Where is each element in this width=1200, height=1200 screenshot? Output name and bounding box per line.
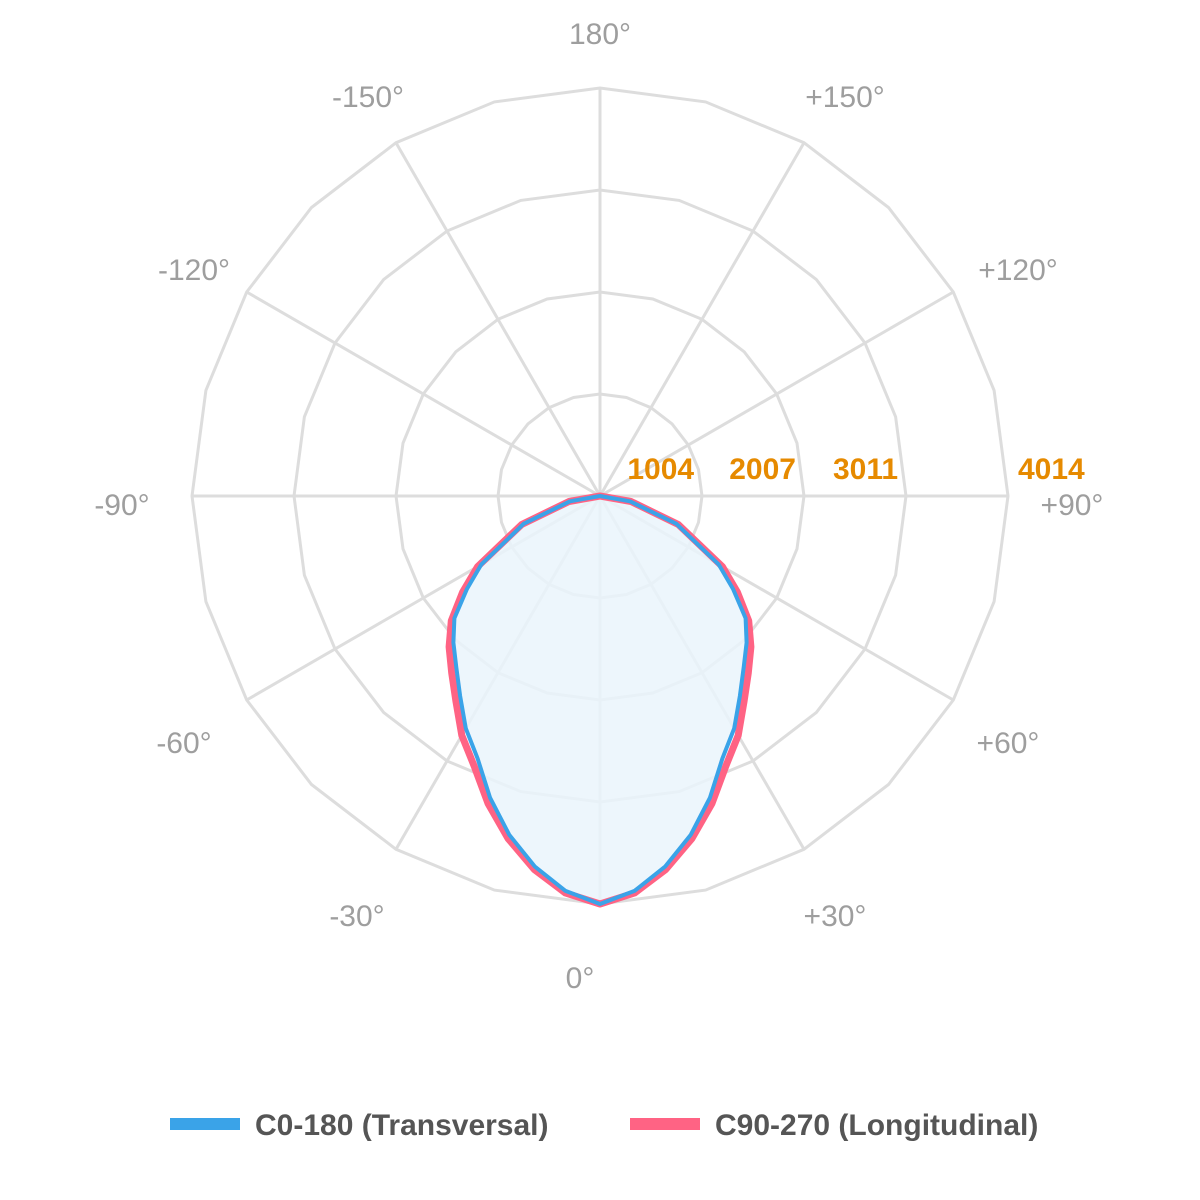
angle-label-150: +150°: [805, 81, 885, 114]
angle-label-120: +120°: [978, 254, 1058, 287]
series-line-c0: [451, 494, 749, 906]
legend-label-c0[interactable]: C0-180 (Transversal): [255, 1109, 549, 1142]
legend-label-c90[interactable]: C90-270 (Longitudinal): [715, 1109, 1038, 1142]
radial-tick-label-3: 3011: [833, 453, 898, 486]
angle-labels: 180° +150° +120° +90° +60° +30° 0° -30° -60° -90°…: [94, 18, 1103, 995]
legend[interactable]: C0-180 (Transversal) C90-270 (Longitudin…: [170, 1109, 1038, 1142]
series-layer: [445, 492, 755, 908]
angle-label-neg120: -120°: [158, 254, 230, 287]
angle-label-0: 0°: [566, 962, 595, 995]
series-area-c0: [453, 496, 747, 904]
grid-spoke-240: [245, 290, 601, 498]
radial-tick-label-1: 1004: [627, 453, 694, 486]
radial-tick-label-2: 2007: [729, 453, 796, 486]
radial-tick-label-4: 4014: [1018, 453, 1085, 486]
angle-label-60: +60°: [977, 727, 1040, 760]
grid-spoke-150: [598, 141, 806, 497]
angle-label-neg150: -150°: [332, 81, 404, 114]
legend-swatch-c90[interactable]: [630, 1118, 700, 1130]
radial-labels: 1004 2007 3011 4014: [627, 453, 1085, 486]
grid-spoke-210: [394, 141, 602, 497]
angle-label-neg30: -30°: [329, 900, 384, 933]
angle-label-180: 180°: [569, 18, 631, 51]
grid-spoke-120: [599, 290, 955, 498]
legend-swatch-c0[interactable]: [170, 1118, 240, 1130]
angle-label-30: +30°: [804, 900, 867, 933]
angle-label-90: +90°: [1041, 489, 1104, 522]
angle-label-neg90: -90°: [94, 489, 149, 522]
angle-label-neg60: -60°: [156, 727, 211, 760]
